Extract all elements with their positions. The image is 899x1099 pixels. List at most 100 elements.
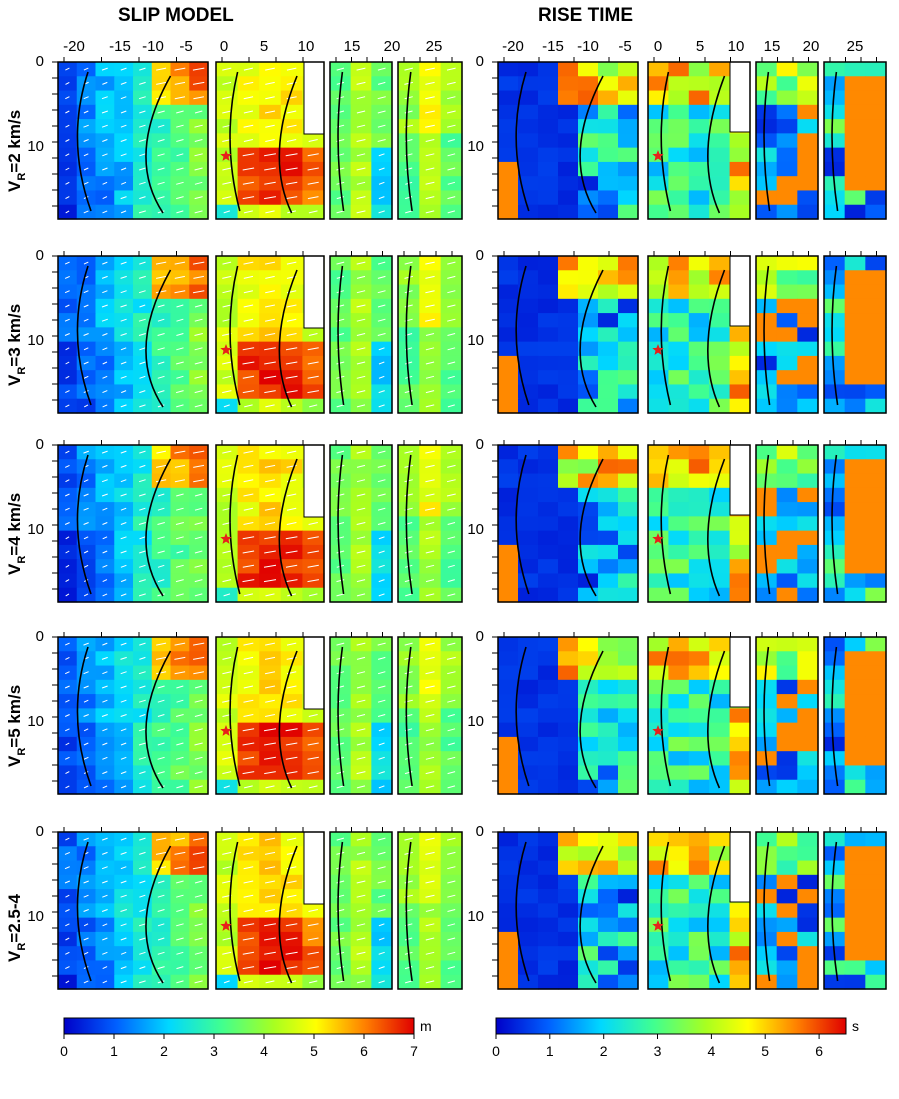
rise-cell [598, 722, 619, 738]
rise-rupture-contour [579, 650, 604, 789]
rise-cell [598, 76, 619, 92]
rise-panel-border [647, 636, 751, 795]
rise-cell [538, 256, 559, 271]
rise-cell [797, 694, 819, 709]
slip-hypocenter-star [220, 725, 232, 736]
rise-cell [538, 516, 559, 532]
slip-vector [138, 671, 146, 675]
rise-cell [518, 694, 539, 709]
slip-rupture-contour [278, 75, 298, 214]
rise-cell [518, 974, 539, 990]
slip-vector [194, 522, 203, 525]
slip-vector [356, 404, 366, 408]
slip-vector [356, 951, 366, 955]
slip-vector [102, 756, 108, 760]
rise-panel-border [755, 831, 819, 990]
slip-vector [377, 656, 386, 660]
slip-vector [102, 771, 108, 775]
slip-vector [263, 579, 277, 583]
slip-vector [378, 742, 385, 746]
colorbar-tick-label: 7 [410, 1043, 418, 1059]
slip-vector [264, 181, 276, 185]
slip-vector [101, 866, 108, 870]
rise-cell [688, 90, 710, 106]
slip-hypocenter-star [220, 150, 232, 161]
rise-cell [538, 270, 559, 286]
slip-vector [157, 361, 165, 365]
slip-vector [356, 181, 366, 185]
rise-cell [558, 860, 579, 876]
rise-cell [518, 946, 539, 962]
rise-cell [538, 889, 559, 904]
rise-cell [618, 459, 639, 475]
rise-cell [776, 722, 798, 738]
rise-cell [668, 313, 690, 328]
rise-cell [824, 960, 846, 976]
rise-cell [498, 903, 519, 919]
slip-vector [356, 522, 366, 525]
rise-cell [558, 846, 579, 862]
rise-cell [709, 651, 731, 667]
slip-vector [242, 728, 255, 732]
rise-cell [844, 161, 866, 177]
slip-vector [378, 923, 385, 927]
rise-cell [729, 751, 751, 767]
slip-vector [83, 837, 89, 841]
rise-cell [865, 459, 887, 475]
slip-vector [139, 685, 146, 689]
slip-vector [222, 67, 232, 71]
slip-vector [139, 564, 146, 568]
rise-cell [538, 637, 559, 652]
rise-cell [709, 256, 731, 271]
slip-vector [264, 951, 276, 955]
slip-rupture-contour [337, 265, 345, 406]
slip-vector [378, 536, 385, 540]
rise-cell [558, 917, 579, 933]
rise-rupture-contour [515, 71, 530, 212]
slip-vector [65, 81, 70, 85]
rise-cell [518, 779, 539, 795]
slip-vector [194, 181, 203, 185]
slip-vector [120, 785, 127, 789]
rise-cell [598, 502, 619, 517]
rise-cell [598, 516, 619, 532]
slip-vector [194, 785, 203, 789]
rise-cell [865, 708, 887, 724]
rise-cell [709, 889, 731, 904]
slip-vector [102, 333, 108, 336]
slip-vector [356, 390, 366, 394]
slip-vector [285, 951, 298, 955]
slip-vector [157, 318, 165, 322]
rise-cell [776, 530, 798, 546]
rise-cell [709, 370, 731, 386]
slip-vector [308, 909, 319, 912]
rise-cell [776, 903, 798, 919]
slip-vector [157, 139, 165, 142]
slip-vector [425, 361, 435, 365]
rise-cell [648, 398, 669, 414]
slip-vector [139, 894, 146, 898]
rise-cell [538, 651, 559, 667]
rise-cell [756, 736, 778, 752]
slip-vector [356, 507, 366, 511]
rise-cell [865, 751, 887, 767]
rise-cell [648, 651, 669, 667]
rise-cell [538, 370, 559, 386]
slip-vector [308, 593, 318, 597]
slip-vector [174, 642, 186, 646]
rise-cell [865, 355, 887, 371]
rise-cell [824, 298, 846, 314]
slip-vector [222, 656, 232, 660]
rise-cell [729, 960, 751, 976]
rise-cell [498, 559, 519, 575]
slip-vector [242, 742, 255, 746]
slip-vector [176, 909, 184, 912]
slip-vector [378, 167, 385, 171]
rise-cell [578, 651, 599, 667]
slip-vector [120, 771, 127, 775]
rise-cell [865, 398, 887, 414]
rise-cell [598, 487, 619, 503]
rise-cell [518, 874, 539, 890]
slip-vector [425, 139, 435, 142]
slip-vector [139, 404, 146, 408]
